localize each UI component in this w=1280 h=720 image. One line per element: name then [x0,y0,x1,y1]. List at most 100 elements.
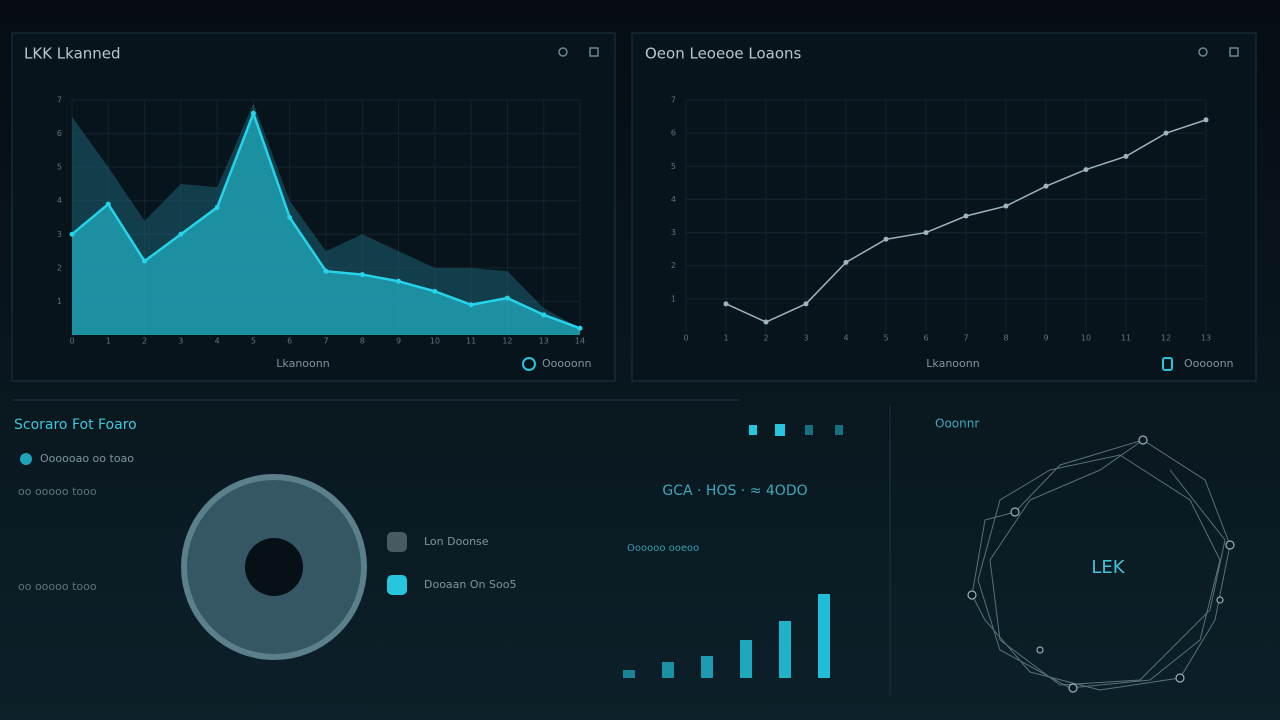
x-tick-label: 12 [502,337,512,346]
point [1163,130,1169,136]
legend-icon [522,357,536,371]
point [1083,167,1089,173]
legend-text: Dooaan On Soo5 [424,578,516,591]
x-tick-label: 9 [396,337,401,346]
point [69,231,75,237]
y-tick-label: 3 [57,230,62,239]
x-tick-label: 6 [923,334,928,343]
y-tick-label: 7 [671,96,676,105]
x-tick-label: 1 [106,337,111,346]
x-tick-label: 5 [251,337,256,346]
point [468,302,474,308]
y-tick-label: 3 [671,228,676,237]
point [178,231,184,237]
y-tick-label: 4 [671,195,676,204]
x-tick-label: 11 [1121,334,1131,343]
y-tick-label: 6 [671,129,676,138]
x-tick-label: 3 [178,337,183,346]
point [803,301,809,307]
y-tick-label: 4 [57,196,62,205]
toolbar-icons [749,424,843,436]
x-tick-label: 8 [1003,334,1008,343]
point [1203,117,1209,123]
x-tick-label: 2 [142,337,147,346]
y-tick-label: 2 [57,263,62,272]
axis-label: Lkanoonn [926,357,979,370]
list-item: oo ooooo tooo [18,485,97,498]
x-tick-label: 2 [763,334,768,343]
point [396,278,402,284]
legend-text: Lon Doonse [424,535,489,548]
point [1003,203,1009,209]
point [763,319,769,325]
y-tick-label: 5 [57,163,62,172]
y-tick-label: 7 [57,96,62,105]
point [105,201,111,207]
bar [818,594,830,678]
point [963,213,969,219]
x-tick-label: 1 [723,334,728,343]
x-tick-label: 4 [215,337,220,346]
point [1123,153,1129,159]
x-tick-label: 13 [1201,334,1211,343]
x-tick-label: 12 [1161,334,1171,343]
area [72,113,580,335]
legend-swatch [387,532,407,552]
bar [740,640,752,678]
legend-text: Ooooonn [1184,357,1234,370]
x-tick-label: 10 [430,337,440,346]
x-tick-label: 7 [323,337,328,346]
point [250,110,256,116]
y-tick-label: 1 [671,294,676,303]
bar [662,662,674,678]
point [923,230,929,236]
point [723,301,729,307]
headline: GCA · HOS · ≈ 4ODO [662,483,807,499]
x-tick-label: 5 [883,334,888,343]
chart-title: Oooooo ooeoo [627,543,699,554]
point [504,295,510,301]
point [359,272,365,278]
point [323,268,329,274]
point [577,325,583,331]
panel-frame [631,32,1257,382]
x-tick-label: 10 [1081,334,1091,343]
bar [779,621,791,678]
point [843,259,849,265]
network-center: LEK [1091,557,1125,578]
x-tick-label: 6 [287,337,292,346]
bar [623,670,635,678]
x-tick-label: 11 [466,337,476,346]
point [142,258,148,264]
list-item: Oooooao oo toao [40,452,134,465]
donut-hole [245,538,303,596]
bar [701,656,713,678]
x-tick-label: 8 [360,337,365,346]
x-tick-label: 3 [803,334,808,343]
x-tick-label: 0 [683,334,688,343]
list-icon [20,453,32,465]
y-tick-label: 1 [57,297,62,306]
x-tick-label: 4 [843,334,848,343]
point [1043,183,1049,189]
network-nodes [967,435,1235,693]
panel-title: Oeon Leoeoe Loaons [645,45,802,63]
list-item: oo ooooo tooo [18,580,97,593]
axis-label: Lkanoonn [276,357,329,370]
point [541,312,547,318]
x-tick-label: 7 [963,334,968,343]
panel-icons [558,47,1239,57]
x-tick-label: 13 [539,337,549,346]
legend-icon [1162,357,1173,371]
point [287,215,293,220]
section-title: Scoraro Fot Foaro [14,417,137,433]
panel-title: LKK Lkanned [24,45,121,63]
x-tick-label: 0 [69,337,74,346]
x-tick-label: 14 [575,337,585,346]
point [883,236,889,242]
x-tick-label: 9 [1043,334,1048,343]
legend-swatch [387,575,407,595]
y-tick-label: 5 [671,162,676,171]
point [214,204,220,210]
